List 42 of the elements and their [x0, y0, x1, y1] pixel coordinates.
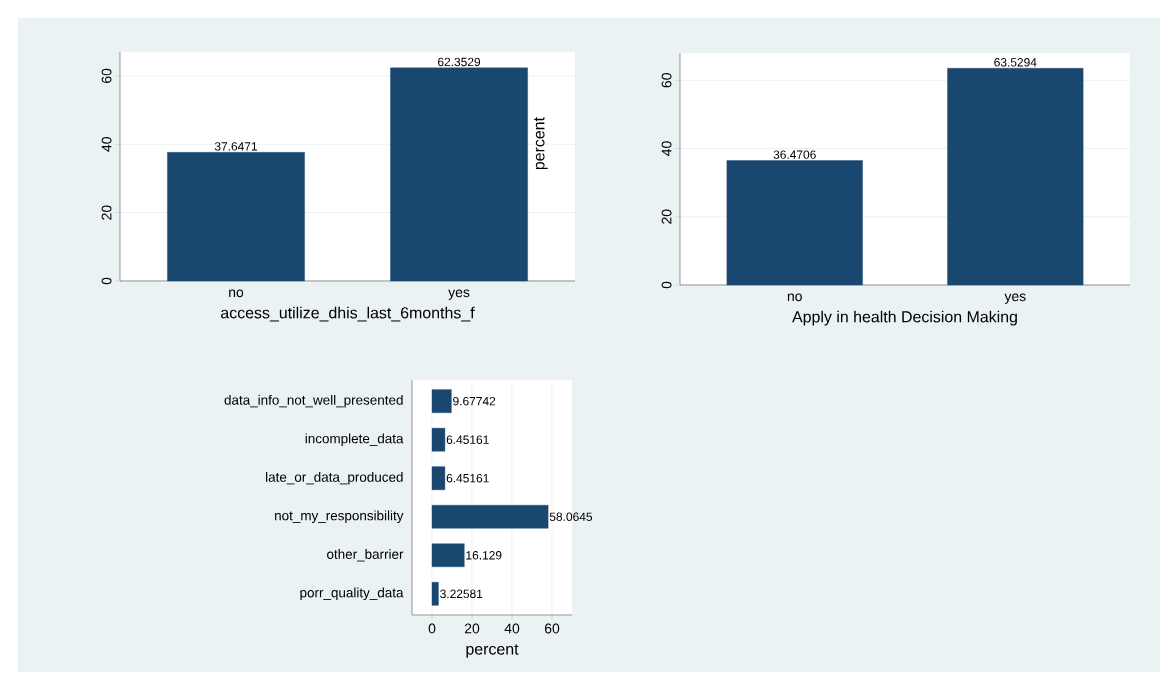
data-label: 37.6471 [214, 142, 258, 151]
y-tick-label: 40 [661, 141, 672, 156]
bar [431, 389, 452, 413]
data-label: 6.45161 [446, 435, 489, 444]
bar [431, 504, 549, 529]
x-tick-label: no [229, 289, 244, 298]
y-tick-label: 20 [661, 209, 672, 224]
y-tick-label: other_barrier [327, 549, 404, 562]
x-axis-title: Apply in health Decision Making [792, 310, 1017, 326]
x-tick-label: 20 [464, 623, 480, 634]
y-tick-label: 60 [101, 68, 112, 83]
data-label: 63.5294 [994, 58, 1037, 67]
x-tick-label: 60 [544, 623, 560, 634]
y-tick-label: data_info_not_well_presented [224, 394, 403, 408]
y-tick-label: porr_quality_data [300, 587, 404, 601]
y-axis-title: percent [534, 117, 548, 170]
data-label: 9.67742 [453, 396, 496, 406]
data-label: 62.3529 [438, 57, 481, 67]
y-tick-label: 60 [661, 73, 672, 88]
x-tick-label: yes [1004, 293, 1026, 304]
x-axis-title: percent [466, 644, 519, 658]
bar [431, 427, 446, 452]
x-tick-label: 40 [504, 623, 520, 634]
data-label: 3.22581 [440, 589, 483, 599]
y-tick-label: incomplete_data [305, 433, 404, 446]
bar [431, 582, 439, 606]
x-tick-label: yes [448, 289, 470, 300]
x-tick-label: no [787, 293, 802, 302]
x-tick-label: 0 [428, 623, 436, 634]
y-tick-label: not_my_responsibility [275, 510, 404, 524]
data-label: 16.129 [466, 551, 502, 560]
data-label: 58.0645 [549, 512, 593, 521]
x-axis-title: access_utilize_dhis_last_6months_f [221, 306, 475, 322]
bar [431, 466, 446, 490]
y-tick-label: 40 [101, 137, 112, 152]
y-tick-label: late_or_data_produced [266, 471, 403, 485]
y-tick-label: 0 [661, 281, 672, 289]
bar [431, 543, 465, 568]
y-tick-label: 0 [101, 277, 112, 285]
y-tick-label: 20 [101, 205, 112, 220]
data-label: 6.45161 [446, 473, 489, 483]
data-label: 36.4706 [773, 150, 816, 159]
